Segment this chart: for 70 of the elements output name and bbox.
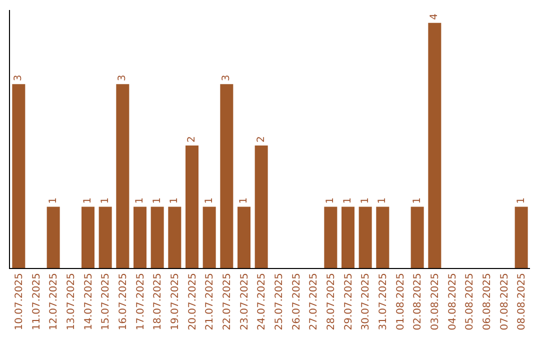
data-label: 1	[238, 197, 250, 204]
bar	[186, 145, 198, 268]
bar	[46, 206, 60, 268]
data-label: 1	[48, 197, 59, 204]
bar	[358, 206, 372, 268]
data-label: 1	[325, 197, 336, 204]
x-tick-label: 13.07.2025	[66, 273, 77, 330]
x-tick-label: 21.07.2025	[204, 273, 216, 330]
x-tick-label: 07.08.2025	[499, 273, 510, 330]
data-label: 2	[256, 136, 267, 142]
bar	[202, 206, 216, 268]
x-tick-label: 26.07.2025	[291, 273, 302, 330]
bar	[220, 84, 234, 268]
bar	[98, 206, 112, 268]
x-tick-label: 11.07.2025	[31, 273, 42, 330]
bar	[134, 206, 146, 268]
data-label: 1	[82, 197, 94, 204]
data-label: 4	[429, 14, 440, 20]
x-tick-label: 19.07.2025	[170, 273, 181, 330]
x-tick-label: 14.07.2025	[83, 273, 94, 330]
x-tick-label: 25.07.2025	[274, 273, 285, 330]
x-tick-label: 24.07.2025	[256, 273, 268, 330]
data-label: 1	[169, 197, 180, 204]
bar	[342, 206, 354, 268]
x-tick-label: 29.07.2025	[343, 273, 354, 330]
x-tick-label: 22.07.2025	[222, 273, 233, 330]
bar	[376, 206, 390, 268]
bar	[410, 206, 424, 268]
data-label: 1	[100, 197, 111, 204]
bar	[82, 206, 94, 268]
data-label: 1	[377, 197, 388, 204]
data-label: 1	[412, 197, 423, 204]
data-label: 2	[186, 136, 198, 142]
x-tick-label: 30.07.2025	[360, 273, 372, 330]
data-label: 1	[516, 197, 527, 204]
bar	[12, 84, 26, 268]
x-tick-label: 05.08.2025	[464, 273, 476, 330]
bar	[254, 145, 268, 268]
x-tick-label: 31.07.2025	[378, 273, 389, 330]
x-tick-label: 01.08.2025	[395, 273, 406, 330]
x-tick-label: 17.07.2025	[135, 273, 146, 330]
data-label: 3	[13, 74, 24, 82]
bar	[324, 206, 338, 268]
x-tick-label: 06.08.2025	[482, 273, 493, 330]
bar	[150, 206, 164, 268]
x-tick-label: 04.08.2025	[447, 273, 458, 330]
data-label: 1	[204, 197, 215, 204]
x-tick-label: 03.08.2025	[430, 273, 441, 330]
bar	[428, 22, 442, 268]
x-tick-label: 20.07.2025	[187, 273, 198, 330]
x-tick-label: 16.07.2025	[118, 273, 129, 330]
x-tick-label: 08.08.2025	[516, 273, 528, 330]
x-tick-label: 12.07.2025	[48, 273, 60, 330]
bar	[116, 84, 130, 268]
x-tick-label: 23.07.2025	[239, 273, 250, 330]
bar	[168, 206, 182, 268]
data-label: 1	[360, 197, 371, 204]
x-tick-label: 15.07.2025	[100, 273, 112, 330]
bar	[238, 206, 250, 268]
data-label: 3	[117, 74, 128, 82]
data-label: 1	[342, 197, 354, 204]
x-tick-label: 27.07.2025	[308, 273, 320, 330]
data-label: 1	[134, 197, 146, 204]
x-tick-label: 28.07.2025	[326, 273, 337, 330]
data-label: 3	[221, 74, 232, 82]
data-label: 1	[152, 197, 163, 204]
bar	[514, 206, 528, 268]
x-tick-label: 18.07.2025	[152, 273, 164, 330]
x-tick-label: 10.07.2025	[14, 273, 25, 330]
x-tick-label: 02.08.2025	[412, 273, 424, 330]
